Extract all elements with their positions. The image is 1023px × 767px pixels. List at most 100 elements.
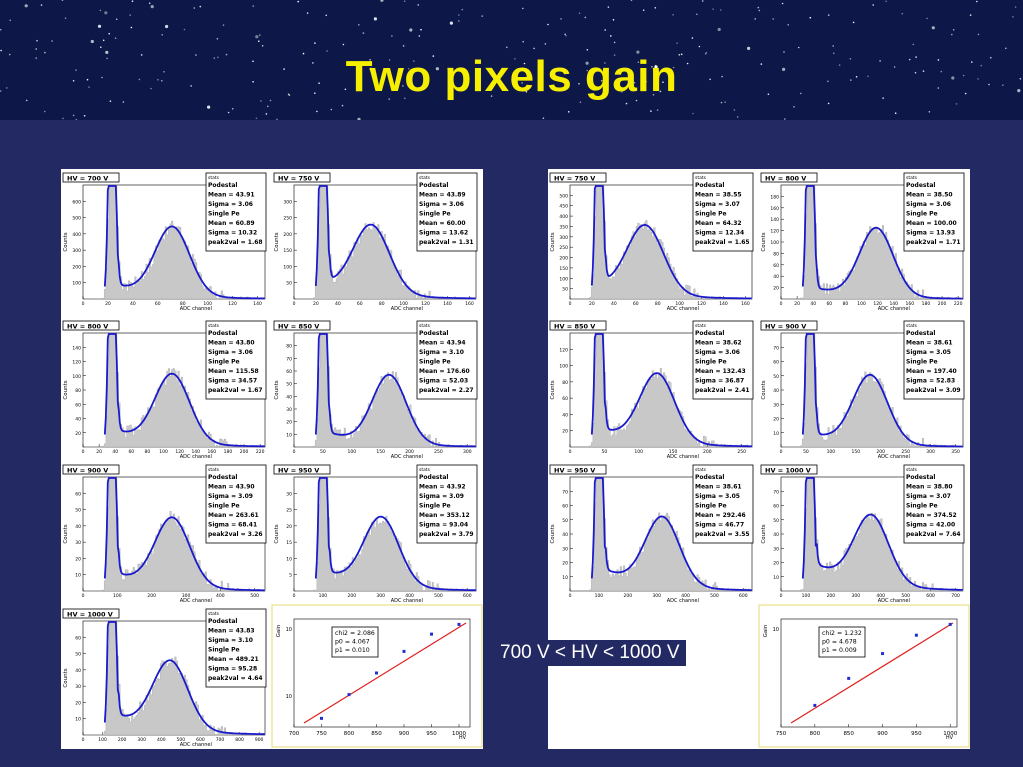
stats-line: Mean = 263.61 <box>208 512 259 519</box>
y-tick-label: 80 <box>75 388 81 394</box>
x-tick-label: 160 <box>465 301 474 307</box>
x-tick-label: 500 <box>250 593 259 599</box>
x-tick-label: 750 <box>316 731 327 737</box>
x-tick-label: 40 <box>810 301 816 307</box>
star <box>704 52 707 55</box>
y-tick-label: 30 <box>286 407 292 413</box>
stats-line: Mean = 100.00 <box>906 220 957 227</box>
x-tick-label: 100 <box>595 593 604 599</box>
star <box>523 62 526 65</box>
star <box>712 8 714 10</box>
star <box>75 118 78 120</box>
star <box>297 0 300 3</box>
stats-header: stats <box>419 175 431 181</box>
y-tick-label: 20 <box>286 524 292 530</box>
star <box>138 78 141 81</box>
stats-line: Mean = 197.40 <box>906 368 957 375</box>
y-tick-label: 50 <box>773 518 779 524</box>
star <box>283 68 285 70</box>
x-tick-label: 100 <box>159 449 168 455</box>
star <box>654 7 657 9</box>
star <box>1017 89 1021 93</box>
star <box>838 64 841 66</box>
x-tick-label: 200 <box>876 449 885 455</box>
star <box>183 28 186 31</box>
fit-stats-line: p0 = 4.678 <box>822 639 857 646</box>
stats-line: peak2val = 3.55 <box>695 531 750 538</box>
star <box>102 39 105 42</box>
star <box>514 58 516 60</box>
x-axis-label: ADC channel <box>180 454 212 460</box>
star <box>793 106 795 108</box>
star <box>148 2 151 5</box>
star <box>604 62 606 64</box>
histogram-chart: HV = 800 V Counts 20 40 60 80 100 120 140 160 180 0… <box>760 172 965 312</box>
star <box>420 28 422 31</box>
y-tick-label: 80 <box>286 344 292 350</box>
star <box>269 99 272 102</box>
y-axis-label: Counts <box>761 232 767 251</box>
star <box>600 80 603 82</box>
hv-label-box <box>760 464 818 475</box>
star <box>915 56 917 58</box>
x-tick-label: 800 <box>810 731 821 737</box>
star <box>977 78 979 80</box>
star <box>717 27 721 32</box>
x-tick-label: 0 <box>780 449 783 455</box>
y-tick-label: 400 <box>72 232 81 238</box>
y-tick-label: 30 <box>773 546 779 552</box>
x-tick-label: 100 <box>634 449 643 455</box>
star <box>672 66 675 69</box>
x-tick-label: 150 <box>851 449 860 455</box>
y-tick-label: 60 <box>562 504 568 510</box>
star <box>64 17 67 20</box>
star <box>506 46 508 49</box>
star <box>97 24 102 28</box>
y-tick-label: 30 <box>773 402 779 408</box>
star <box>833 52 835 55</box>
star <box>407 68 410 70</box>
y-axis-label: Gain <box>763 624 769 637</box>
x-tick-label: 300 <box>463 449 472 455</box>
star <box>928 111 931 113</box>
star <box>937 59 940 61</box>
histogram-bars <box>783 333 964 448</box>
x-tick-label: 180 <box>224 449 233 455</box>
stats-line: Mean = 115.58 <box>208 368 259 375</box>
stats-line: peak2val = 2.27 <box>419 387 474 394</box>
stats-line: Sigma = 3.06 <box>695 349 740 356</box>
star <box>161 34 163 36</box>
y-axis-label: Counts <box>274 524 280 543</box>
y-tick-label: 20 <box>562 561 568 567</box>
x-tick-label: 700 <box>951 593 960 599</box>
star <box>267 105 269 108</box>
star <box>971 61 973 63</box>
star <box>481 15 484 17</box>
stats-header: stats <box>419 467 431 473</box>
x-tick-label: 950 <box>426 731 437 737</box>
fit-curve <box>103 477 265 592</box>
star <box>163 71 165 73</box>
x-tick-label: 900 <box>255 737 264 743</box>
star <box>260 100 262 102</box>
star <box>691 37 694 39</box>
star <box>255 35 259 39</box>
x-tick-label: 700 <box>289 731 300 737</box>
y-tick-label: 20 <box>773 417 779 423</box>
star <box>955 103 958 105</box>
star <box>105 50 109 55</box>
stats-header: stats <box>695 175 707 181</box>
y-tick-label: 100 <box>72 374 81 380</box>
x-tick-label: 850 <box>371 731 382 737</box>
star <box>75 69 77 71</box>
x-tick-label: 140 <box>253 301 262 307</box>
stats-line: Podestal <box>906 474 935 481</box>
stats-line: Sigma = 93.04 <box>419 522 468 529</box>
star <box>258 40 260 42</box>
x-tick-label: 600 <box>196 737 205 743</box>
hv-label-text: HV = 700 V <box>67 175 108 183</box>
y-tick-label: 120 <box>770 229 779 235</box>
fit-curve <box>314 185 476 300</box>
star <box>579 101 582 103</box>
